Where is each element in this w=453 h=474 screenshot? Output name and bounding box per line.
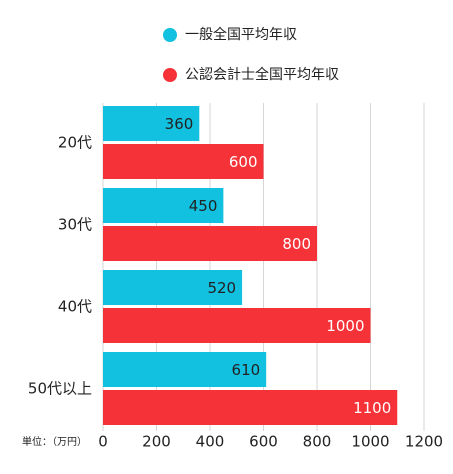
value-label: 450 xyxy=(189,197,218,215)
value-label: 1000 xyxy=(326,317,364,335)
bar xyxy=(103,106,200,141)
bar xyxy=(103,308,371,343)
bar xyxy=(103,390,398,425)
legend-label: 公認会計士全国平均年収 xyxy=(185,66,339,83)
x-tick-label: 800 xyxy=(303,433,332,451)
bar xyxy=(103,188,224,223)
x-tick-label: 400 xyxy=(196,433,225,451)
x-tick-label: 200 xyxy=(142,433,171,451)
legend-label: 一般全国平均年収 xyxy=(185,26,297,43)
x-tick-label: 600 xyxy=(249,433,278,451)
unit-label: 単位：（万円） xyxy=(22,435,87,448)
y-tick-label: 40代 xyxy=(58,298,92,316)
y-tick-label: 30代 xyxy=(58,216,92,234)
bar xyxy=(103,144,264,179)
x-tick-label: 0 xyxy=(98,433,108,451)
y-tick-label: 20代 xyxy=(58,134,92,152)
x-tick-label: 1000 xyxy=(351,433,389,451)
value-label: 360 xyxy=(165,115,194,133)
value-label: 600 xyxy=(229,153,258,171)
y-tick-label: 50代以上 xyxy=(28,380,92,398)
bar xyxy=(103,226,317,261)
value-label: 800 xyxy=(282,235,311,253)
x-tick-label: 1200 xyxy=(405,433,443,451)
bar xyxy=(103,270,243,305)
bar xyxy=(103,352,267,387)
value-label: 1100 xyxy=(353,399,391,417)
legend-marker xyxy=(163,28,177,42)
value-label: 520 xyxy=(207,279,236,297)
legend-marker xyxy=(163,68,177,82)
value-label: 610 xyxy=(232,361,261,379)
